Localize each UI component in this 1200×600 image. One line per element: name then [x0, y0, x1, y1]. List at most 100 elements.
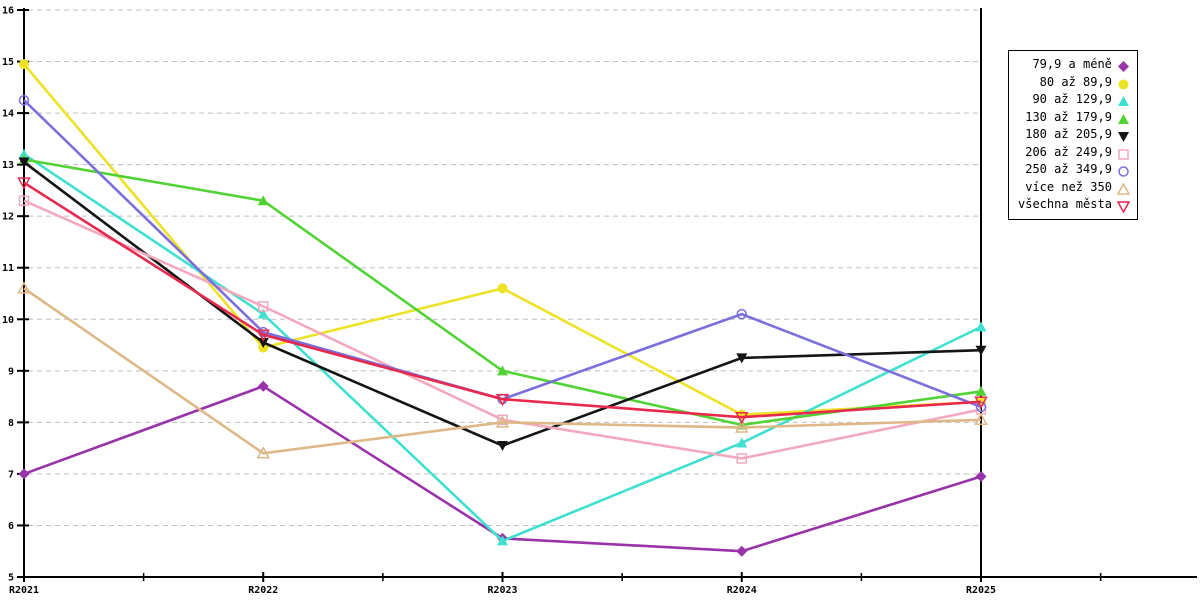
x-tick-label: R2024	[727, 585, 757, 596]
data-point-marker	[734, 411, 749, 425]
data-point-marker	[736, 453, 747, 464]
data-point-marker	[975, 470, 987, 482]
series-line	[23, 181, 982, 419]
data-point-marker	[1117, 61, 1129, 73]
legend-marker-canvas	[1116, 182, 1131, 195]
legend-item-label: 130 až 179,9	[1025, 109, 1112, 124]
x-tick-label: R2023	[487, 585, 517, 596]
data-point-marker	[1116, 182, 1131, 195]
legend-item-label: 180 až 205,9	[1025, 127, 1112, 141]
x-tick-label: R2021	[9, 585, 39, 596]
legend-item: 180 až 205,9	[1018, 126, 1130, 144]
data-point-marker	[734, 420, 749, 433]
data-point-marker	[18, 468, 30, 480]
y-tick-label: 7	[8, 469, 14, 480]
data-point-marker	[1116, 201, 1131, 214]
legend-item: všechna města	[1018, 196, 1131, 214]
y-tick-label: 12	[2, 212, 14, 223]
data-point-marker	[975, 385, 987, 396]
legend-item: 80 až 89,9	[1018, 74, 1130, 92]
data-point-marker	[17, 281, 31, 294]
x-tick-label: R2025	[966, 585, 996, 596]
data-point-marker	[975, 345, 987, 356]
diamond-filled-legend-icon	[1117, 58, 1130, 73]
data-point-marker	[497, 441, 508, 452]
data-point-marker	[1117, 113, 1129, 124]
series-6	[18, 94, 987, 413]
y-tick-label: 14	[2, 109, 14, 120]
y-tick-label: 9	[8, 366, 14, 377]
data-point-marker	[257, 337, 269, 348]
legend-item: 130 až 179,9	[1018, 109, 1130, 127]
data-point-marker	[974, 412, 988, 426]
legend-item-label: 90 až 129,9	[1032, 92, 1112, 106]
triangle-up-filled-legend-icon	[1117, 93, 1130, 107]
series-line	[23, 199, 982, 460]
legend-item: 79,9 a méně	[1018, 56, 1130, 74]
y-tick-label: 10	[2, 315, 14, 326]
legend: 79,9 a méně 80 až 89,9 90 až 129,9 130 až 1…	[1008, 50, 1138, 220]
data-point-marker	[256, 329, 271, 342]
series-7	[17, 281, 988, 459]
circle-filled-legend-icon	[1117, 76, 1130, 90]
legend-item: 90 až 129,9	[1018, 91, 1130, 109]
data-point-marker	[1118, 79, 1129, 90]
legend-item-label: 79,9 a méně	[1032, 57, 1112, 71]
legend-marker-canvas	[1116, 201, 1131, 214]
legend-marker-canvas	[1118, 79, 1129, 90]
data-point-marker	[495, 393, 510, 407]
y-tick-label: 6	[8, 521, 14, 532]
data-point-marker	[495, 415, 510, 428]
data-point-marker	[18, 94, 30, 106]
data-point-marker	[1118, 149, 1129, 160]
data-point-marker	[1117, 132, 1129, 143]
data-point-marker	[257, 308, 269, 319]
y-tick-label: 8	[8, 418, 14, 429]
series-line	[23, 153, 982, 543]
legend-item-label: 250 až 349,9	[1025, 162, 1112, 176]
data-point-marker	[736, 437, 748, 448]
y-tick-label: 15	[2, 57, 14, 68]
series-line	[23, 99, 982, 409]
legend-marker-canvas	[1117, 96, 1129, 107]
data-point-marker	[497, 414, 508, 426]
data-point-marker	[17, 177, 31, 190]
data-point-marker	[257, 380, 269, 392]
y-tick-label: 5	[8, 573, 14, 584]
legend-item-label: 206 až 249,9	[1025, 144, 1112, 159]
y-tick-label: 16	[2, 6, 14, 17]
y-tick-label: 11	[2, 263, 14, 274]
triangle-down-filled-legend-icon	[1117, 128, 1130, 143]
data-point-marker	[1118, 166, 1129, 177]
triangle-up-open-legend-icon	[1116, 181, 1131, 195]
data-point-marker	[256, 446, 271, 459]
x-tick-label: R2022	[248, 585, 278, 596]
legend-marker-canvas	[1118, 166, 1129, 177]
legend-marker-canvas	[1117, 61, 1129, 73]
data-point-marker	[258, 301, 269, 312]
legend-item: více než 350	[1018, 179, 1131, 197]
data-point-marker	[736, 545, 748, 557]
series-0	[18, 380, 987, 557]
data-point-marker	[497, 535, 508, 546]
legend-item: 206 až 249,9	[1018, 144, 1130, 162]
legend-marker-canvas	[1118, 149, 1129, 160]
legend-item-label: 80 až 89,9	[1039, 74, 1112, 89]
data-point-marker	[975, 321, 987, 332]
series-4	[18, 157, 987, 452]
data-point-marker	[497, 283, 508, 294]
legend-item: 250 až 349,9	[1018, 161, 1130, 179]
data-point-marker	[736, 308, 747, 320]
data-point-marker	[18, 157, 30, 168]
data-point-marker	[19, 59, 29, 70]
legend-item-label: všechna města	[1018, 197, 1112, 211]
data-point-marker	[497, 365, 508, 376]
data-point-marker	[974, 396, 988, 409]
data-point-marker	[18, 195, 30, 206]
series-line	[23, 287, 982, 455]
square-open-legend-icon	[1117, 146, 1130, 160]
triangle-down-open-legend-icon	[1116, 198, 1131, 214]
series-2	[18, 148, 987, 546]
